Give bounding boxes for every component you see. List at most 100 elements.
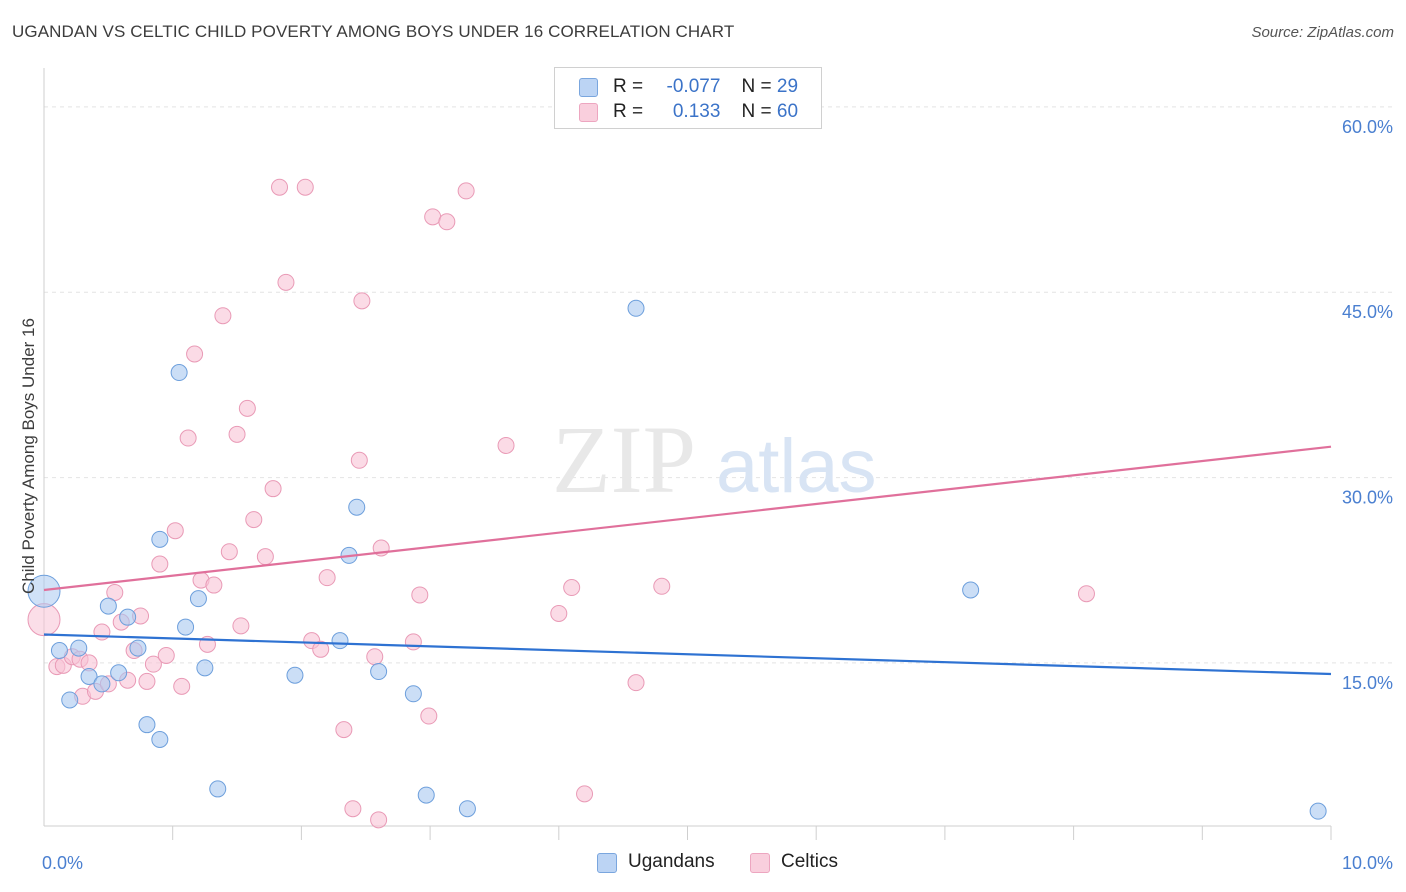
ugandans-point-25 <box>458 800 476 818</box>
ugandans-point-8 <box>119 608 137 626</box>
celtics-point-54 <box>550 604 568 622</box>
trend-lines <box>43 445 1332 676</box>
bottom-legend-swatch-celtics <box>750 853 770 873</box>
ugandans-point-1 <box>50 642 68 660</box>
ugandans-point-11 <box>151 731 169 749</box>
correlation-legend: R = -0.077 N = 29 R = 0.133 N = 60 <box>554 67 822 129</box>
celtics-point-34 <box>271 178 289 196</box>
ugandans-point-23 <box>404 685 422 703</box>
celtics-point-49 <box>420 707 438 725</box>
celtics-point-56 <box>576 785 594 803</box>
legend-n-label: N = <box>741 101 772 122</box>
celtics-point-17 <box>151 555 169 573</box>
celtics-point-29 <box>232 617 250 635</box>
watermark: ZIP atlas <box>552 406 877 513</box>
bottom-legend-label-ugandans: Ugandans <box>628 851 715 872</box>
ugandans-point-6 <box>99 597 117 615</box>
legend-text-celtics: R = 0.133 N = 60 <box>613 101 798 123</box>
celtics-point-28 <box>228 425 246 443</box>
ugandans-point-14 <box>177 618 195 636</box>
legend-n-value: 29 <box>776 76 799 97</box>
celtics-point-52 <box>457 182 475 200</box>
ugandans-point-22 <box>370 663 388 681</box>
y-tick-label-3: 60.0% <box>1342 117 1393 137</box>
celtics-point-55 <box>563 579 581 597</box>
ugandans-point-26 <box>627 299 645 317</box>
celtics-point-53 <box>497 436 515 454</box>
celtics-point-36 <box>296 178 314 196</box>
ugandans-point-10 <box>138 716 156 734</box>
ugandans-point-3 <box>70 639 88 657</box>
ugandans-point-7 <box>110 664 128 682</box>
y-tick-label-0: 15.0% <box>1342 673 1393 693</box>
celtics-point-39 <box>318 569 336 587</box>
celtics-point-10 <box>106 583 124 601</box>
celtics-point-57 <box>627 674 645 692</box>
y-axis-label: Child Poverty Among Boys Under 16 <box>19 318 38 594</box>
ugandans-point-0 <box>27 574 61 608</box>
ugandans-point-15 <box>189 590 207 608</box>
ugandans-point-16 <box>196 659 214 677</box>
celtics-point-33 <box>264 480 282 498</box>
ugandans-point-24 <box>417 786 435 804</box>
legend-n-label: N = <box>741 76 772 97</box>
celtics-point-15 <box>138 672 156 690</box>
celtics-point-40 <box>335 721 353 739</box>
legend-n-value: 60 <box>776 101 799 122</box>
celtics-point-19 <box>166 522 184 540</box>
x-tick-label-0: 0.0% <box>42 853 83 873</box>
celtics-point-58 <box>653 577 671 595</box>
celtics-point-32 <box>256 548 274 566</box>
bottom-legend-label-celtics: Celtics <box>781 851 839 872</box>
ugandans-point-19 <box>331 632 349 650</box>
celtics-point-45 <box>370 811 388 829</box>
celtics-point-16 <box>144 655 162 673</box>
ugandans-point-13 <box>170 364 188 382</box>
celtics-point-25 <box>205 576 223 594</box>
celtics-point-47 <box>404 633 422 651</box>
ugandans-point-18 <box>286 666 304 684</box>
ugandans-point-9 <box>129 639 147 657</box>
y-tick-label-1: 30.0% <box>1342 488 1393 508</box>
x-tick-label-1: 10.0% <box>1342 853 1393 873</box>
celtics-point-27 <box>220 543 238 561</box>
celtics-point-31 <box>245 511 263 529</box>
legend-swatch-ugandans <box>579 78 598 97</box>
celtics-point-42 <box>350 451 368 469</box>
celtics-point-48 <box>411 586 429 604</box>
watermark-atlas: atlas <box>716 424 877 509</box>
ugandans-point-27 <box>962 581 980 599</box>
ugandans-point-17 <box>209 780 227 798</box>
celtics-point-26 <box>214 307 232 325</box>
celtics-point-20 <box>173 677 191 695</box>
celtics-point-41 <box>344 800 362 818</box>
grid-lines <box>44 106 1392 664</box>
y-tick-labels: 15.0% 30.0% 45.0% 60.0% <box>1342 117 1393 693</box>
x-tick-labels: 0.0% 10.0% <box>42 853 1393 873</box>
watermark-zip: ZIP <box>552 406 696 513</box>
celtics-trend-line <box>43 445 1332 592</box>
celtics-point-38 <box>312 640 330 658</box>
celtics-point-43 <box>353 292 371 310</box>
chart-source: Source: ZipAtlas.com <box>1251 24 1394 41</box>
bottom-legend-swatch-ugandans <box>597 853 617 873</box>
series-celtics <box>27 178 1095 829</box>
legend-text-ugandans: R = -0.077 N = 29 <box>613 76 798 98</box>
celtics-point-0 <box>27 603 61 637</box>
celtics-point-51 <box>438 213 456 231</box>
legend-swatch-celtics <box>579 103 598 122</box>
celtics-point-18 <box>157 646 175 664</box>
ugandans-trend-line <box>43 633 1332 676</box>
series-ugandans <box>27 299 1327 820</box>
chart-title: UGANDAN VS CELTIC CHILD POVERTY AMONG BO… <box>12 22 735 41</box>
celtics-point-50 <box>424 208 442 226</box>
y-tick-label-2: 45.0% <box>1342 302 1393 322</box>
celtics-point-30 <box>238 399 256 417</box>
ugandans-point-4 <box>80 667 98 685</box>
ugandans-point-21 <box>348 498 366 516</box>
celtics-point-22 <box>186 345 204 363</box>
ugandans-point-28 <box>1309 802 1327 820</box>
ugandans-point-12 <box>151 530 169 548</box>
celtics-point-59 <box>1077 585 1095 603</box>
